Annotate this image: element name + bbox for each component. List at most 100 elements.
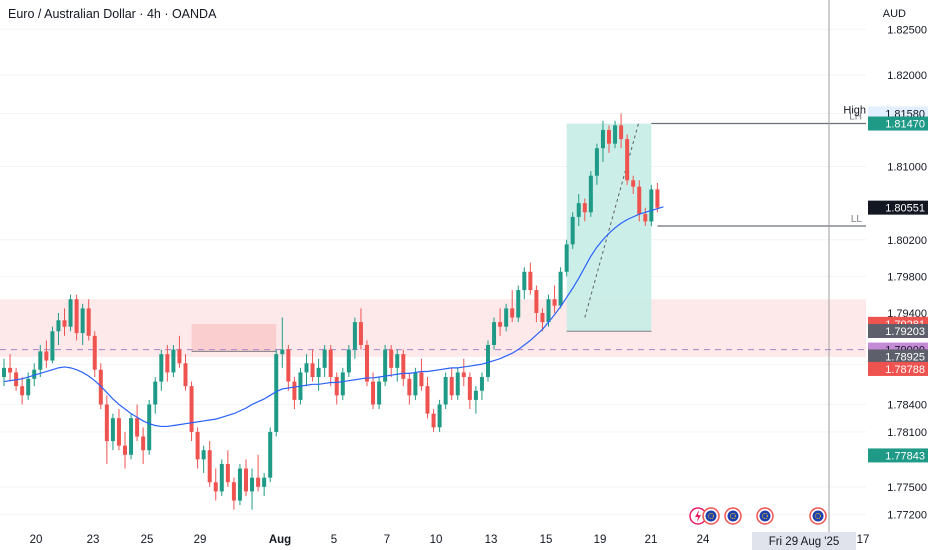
price-tag-label: High [843,104,866,116]
x-tick-label: 17 [857,534,870,546]
flag-icon[interactable] [809,507,827,525]
candle-body [86,308,91,336]
candle-body [467,377,472,400]
y-tick-label: 1.82500 [887,24,927,36]
candle-body [32,369,37,379]
candle-body [153,381,158,405]
flag-disc [705,510,717,522]
y-tick-label: 1.82000 [887,70,927,82]
candle-body [649,189,654,222]
price-tag [868,116,928,131]
price-tag-value: 1.77843 [885,450,925,462]
candle-body [425,386,430,414]
candle-body [613,125,618,144]
candle-body [455,372,460,396]
y-tick-label: 1.77500 [887,482,927,494]
price-tag [868,323,928,338]
candle-body [129,418,134,455]
y-tick-label: 1.78400 [887,399,927,411]
candle-body [50,331,55,361]
candle-body [20,386,25,396]
candle-body [389,349,394,368]
price-tag-value: 1.78788 [885,364,925,376]
projection-line [584,120,640,318]
candle-body [588,175,593,213]
chart-title: Euro / Australian Dollar · 4h · OANDA [8,7,217,21]
price-tag [868,200,928,215]
flag-icon[interactable] [756,507,774,525]
axes-layer: 1.825001.820001.815801.810001.802001.798… [30,24,928,550]
candle-body [116,418,121,446]
candle-body [607,129,611,144]
candle-body [250,477,255,492]
candle-body [516,290,521,318]
x-tick-label: 25 [141,534,154,546]
candle-body [498,322,503,327]
candle-body [316,367,321,378]
candle-body [340,372,345,396]
candle-body [310,363,315,378]
flag-disc [812,510,824,522]
candle-body [280,349,285,355]
candle-body [135,418,140,437]
candle-body [80,308,85,334]
y-tick-label: 1.80200 [887,235,927,247]
zones-layer [0,123,866,357]
candle-body [576,203,581,217]
candle-body [322,349,327,368]
candle-body [286,349,291,382]
candle-body [237,468,242,501]
candle-body [631,180,636,187]
lightning-shape [695,510,701,522]
candle-body [637,186,642,215]
flag-icon[interactable] [702,507,720,525]
x-tick-label: 21 [645,534,658,546]
candle-body [171,349,176,373]
price-tag [868,349,928,364]
moving-average-layer [3,206,664,428]
candle-body [2,367,6,378]
take-profit-zone [566,123,652,332]
flag-icon[interactable] [724,507,742,525]
candle-body [256,477,261,487]
candle-body [407,378,412,396]
x-tick-label: 19 [594,534,607,546]
candle-body [522,271,527,291]
candle-body [334,377,339,396]
supply-zone [0,299,866,357]
candle-body [62,320,67,327]
flag-disc [759,510,771,522]
moving-average-line [3,206,664,428]
event-icons-layer[interactable] [689,507,827,525]
candle-body [274,354,279,432]
x-tick-label: 29 [194,534,207,546]
candle-body [328,349,333,378]
candle-body [262,477,267,487]
candle-body [486,344,490,378]
candle-body [558,271,563,306]
x-tick-label: 15 [540,534,553,546]
candle-body [195,431,200,460]
candle-body [431,413,436,428]
candle-body [625,139,630,181]
cursor-date-box [752,532,856,550]
price-tag-value: 1.80551 [885,203,925,215]
candle-body [231,482,236,501]
y-tick-label: 1.78100 [887,427,927,439]
candle-body [377,381,382,405]
candle-body [219,463,224,492]
candle-body [8,367,13,373]
x-tick-label: 5 [331,534,337,546]
candle-body [141,436,146,451]
x-tick-label: 10 [430,534,443,546]
stop-loss-zone [191,323,277,352]
candle-body [189,386,194,432]
price-tag-value: 1.79203 [885,326,925,338]
flag-stars [708,513,714,519]
candle-body [123,445,127,455]
candle-body [74,299,79,334]
x-tick-label: 7 [384,534,390,546]
candle-body [564,244,569,272]
candle-body [225,463,230,483]
